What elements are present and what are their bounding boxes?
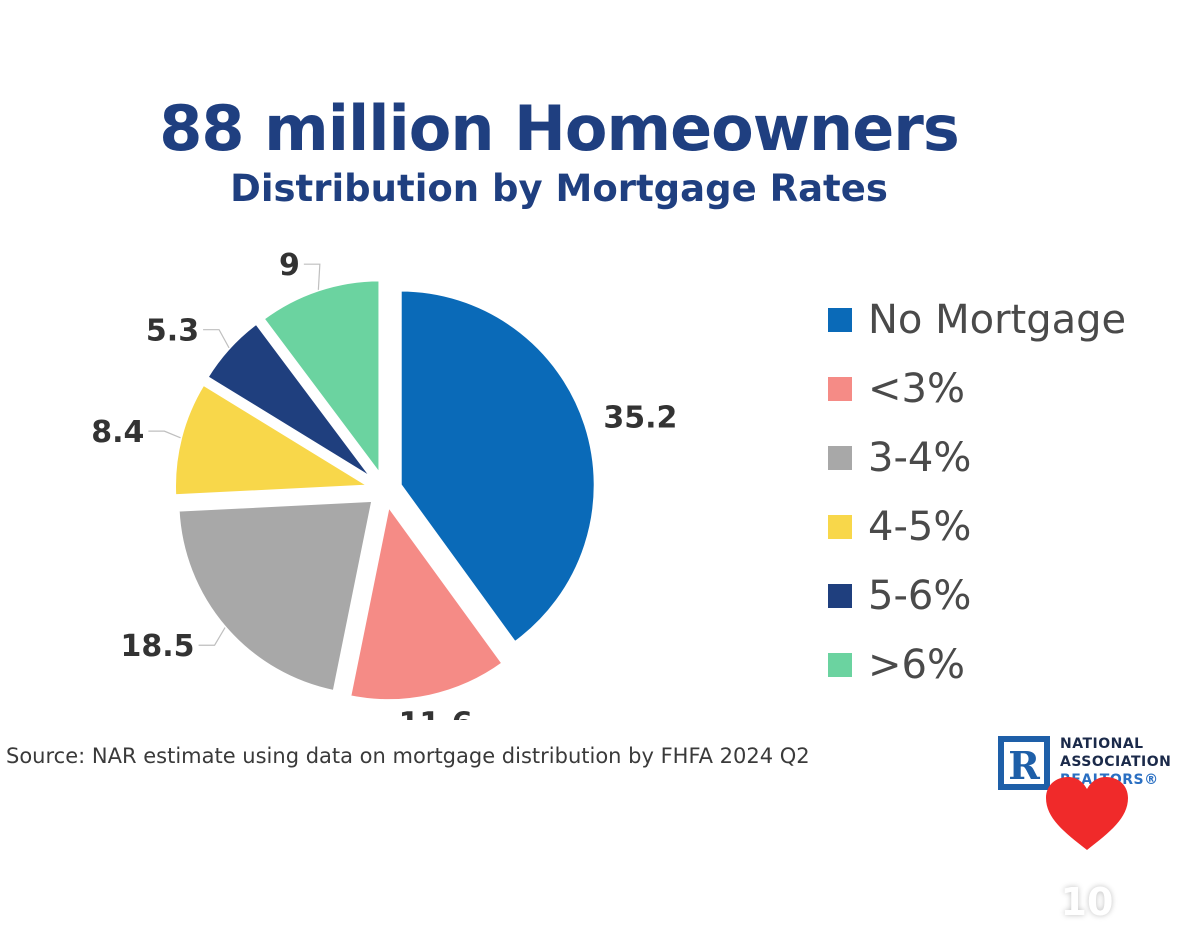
heart-icon[interactable]	[1044, 776, 1130, 852]
legend-swatch	[828, 446, 852, 470]
pie-chart: 35.2 11.6 18.5 8.4 5.3 9	[91, 248, 677, 720]
legend-swatch	[828, 653, 852, 677]
data-label-6: 9	[279, 248, 300, 283]
leader-line-4	[148, 430, 181, 439]
data-label-3: 18.5	[121, 629, 195, 664]
pie-slice-5	[204, 321, 375, 481]
legend-label: <3%	[868, 366, 965, 412]
chart-subtitle: Distribution by Mortgage Rates	[230, 167, 888, 210]
logo-mark-letter: R	[1008, 743, 1040, 788]
leader-line-3	[198, 627, 226, 646]
leader-line-6	[303, 263, 321, 290]
legend-label: 3-4%	[868, 435, 972, 481]
leader-line-5	[203, 329, 230, 349]
chart-title: 88 million Homeowners	[159, 92, 959, 165]
data-label-5: 5.3	[146, 314, 199, 349]
nar-logo-icon: R	[998, 736, 1050, 790]
pie-slice-6	[260, 278, 382, 480]
nar-logo: R NATIONAL ASSOCIATION REALTORS®	[998, 734, 1179, 794]
legend-label: 4-5%	[868, 504, 972, 550]
like-count: 10	[1060, 880, 1114, 924]
pie-slice-4	[172, 382, 375, 498]
legend-label: No Mortgage	[868, 297, 1127, 343]
legend-swatch	[828, 377, 852, 401]
legend-swatch	[828, 584, 852, 608]
data-label-4: 8.4	[91, 415, 144, 450]
logo-text-line2: ASSOCIATION	[1060, 754, 1172, 770]
legend-swatch	[828, 515, 852, 539]
source-note: Source: NAR estimate using data on mortg…	[6, 744, 810, 768]
pie-slice-2	[347, 501, 506, 703]
legend-swatch	[828, 308, 852, 332]
data-label-1: 35.2	[603, 400, 677, 435]
legend-label: 5-6%	[868, 573, 972, 619]
pie-slice-1	[398, 288, 597, 645]
data-label-2: 11.6	[399, 707, 473, 720]
pie-slice-3	[176, 498, 375, 694]
legend-label: >6%	[868, 642, 965, 688]
logo-text-line1: NATIONAL	[1060, 736, 1144, 752]
